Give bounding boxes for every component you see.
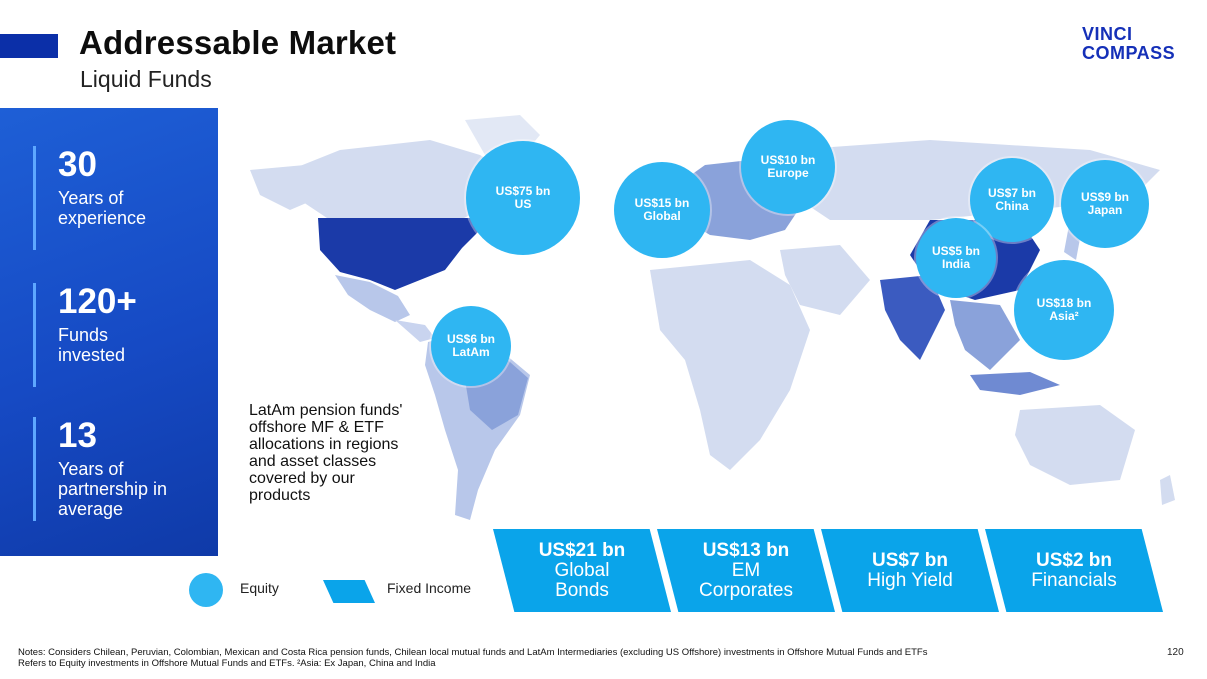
bubble-region: India <box>941 257 970 271</box>
map-new-zealand <box>1160 475 1175 505</box>
page-number: 120 <box>1167 647 1184 658</box>
bubble-amount: US$75 bn <box>495 184 551 198</box>
title-accent-bar <box>0 34 58 58</box>
stat-funds: 120+ Funds invested <box>33 283 148 387</box>
fi-category: EM Corporates <box>699 559 793 601</box>
stat-value: 120+ <box>58 282 137 321</box>
fi-amount: US$13 bn <box>702 539 790 561</box>
company-logo: VINCI COMPASS <box>1082 25 1175 63</box>
map-se-asia <box>950 300 1020 370</box>
bubble-amount: US$5 bn <box>931 244 980 258</box>
bubble-amount: US$6 bn <box>446 332 495 346</box>
fi-category: Financials <box>1031 569 1117 591</box>
bubble-region: Global <box>643 209 681 223</box>
fixed-income-global-bonds: US$21 bn Global Bonds <box>493 529 671 612</box>
bubble-region: Europe <box>767 166 809 180</box>
fixed-income-em-corporates: US$13 bn EM Corporates <box>657 529 835 612</box>
footnote: Notes: Considers Chilean, Peruvian, Colo… <box>18 647 1118 669</box>
footnote-line-1: Notes: Considers Chilean, Peruvian, Colo… <box>18 647 928 658</box>
legend-equity-label: Equity <box>240 580 279 596</box>
map-usa <box>318 218 478 290</box>
fi-amount: US$7 bn <box>871 549 949 571</box>
stat-value: 30 <box>58 145 97 184</box>
stat-value: 13 <box>58 416 97 455</box>
legend-equity-icon <box>189 573 223 607</box>
map-alaska <box>250 165 325 210</box>
legend-fixed-income-label: Fixed Income <box>387 580 472 596</box>
map-australia <box>1015 405 1135 485</box>
page-subtitle: Liquid Funds <box>80 66 212 92</box>
bubble-amount: US$18 bn <box>1036 296 1092 310</box>
equity-bubble-global: US$15 bn Global <box>614 162 710 258</box>
map-indonesia <box>970 372 1060 395</box>
fi-category: High Yield <box>867 569 953 591</box>
stat-label: Years of experience <box>58 188 147 228</box>
stat-label: Years of partnership in average <box>58 459 168 519</box>
stat-label: Funds invested <box>58 325 126 365</box>
bubble-region: LatAm <box>452 345 490 359</box>
bubble-amount: US$9 bn <box>1080 190 1129 204</box>
logo-line-2: COMPASS <box>1082 43 1176 63</box>
fi-category: Global Bonds <box>554 559 610 601</box>
equity-bubble-japan: US$9 bn Japan <box>1061 160 1149 248</box>
footnote-line-2: Refers to Equity investments in Offshore… <box>18 658 436 669</box>
map-india <box>880 275 945 360</box>
bubble-amount: US$10 bn <box>760 153 816 167</box>
map-africa <box>650 260 810 470</box>
stats-panel <box>0 108 218 556</box>
logo-line-1: VINCI <box>1082 24 1133 44</box>
equity-bubble-india: US$5 bn India <box>916 218 996 298</box>
equity-bubble-china: US$7 bn China <box>970 158 1054 242</box>
page-title: Addressable Market <box>79 24 397 61</box>
fixed-income-high-yield: US$7 bn High Yield <box>821 529 999 612</box>
map-middle-east <box>780 245 870 315</box>
bubble-region: Asia² <box>1049 309 1079 323</box>
map-central-america <box>395 320 435 342</box>
fi-amount: US$2 bn <box>1035 549 1113 571</box>
bubble-region: China <box>995 199 1029 213</box>
equity-bubble-europe: US$10 bn Europe <box>741 120 835 214</box>
description-text: LatAm pension funds' offshore MF & ETF a… <box>249 402 403 504</box>
legend-fixed-income-icon <box>323 580 375 603</box>
equity-bubble-us: US$75 bn US <box>466 141 580 255</box>
map-mexico <box>335 275 410 322</box>
equity-bubble-asia: US$18 bn Asia² <box>1014 260 1114 360</box>
equity-bubble-latam: US$6 bn LatAm <box>431 306 511 386</box>
fixed-income-financials: US$2 bn Financials <box>985 529 1163 612</box>
stat-partnership: 13 Years of partnership in average <box>33 417 168 521</box>
fi-amount: US$21 bn <box>538 539 626 561</box>
map-canada <box>290 140 520 220</box>
bubble-region: US <box>514 197 532 211</box>
bubble-region: Japan <box>1087 203 1123 217</box>
stat-experience: 30 Years of experience <box>33 146 168 250</box>
bubble-amount: US$15 bn <box>634 196 690 210</box>
bubble-amount: US$7 bn <box>987 186 1036 200</box>
